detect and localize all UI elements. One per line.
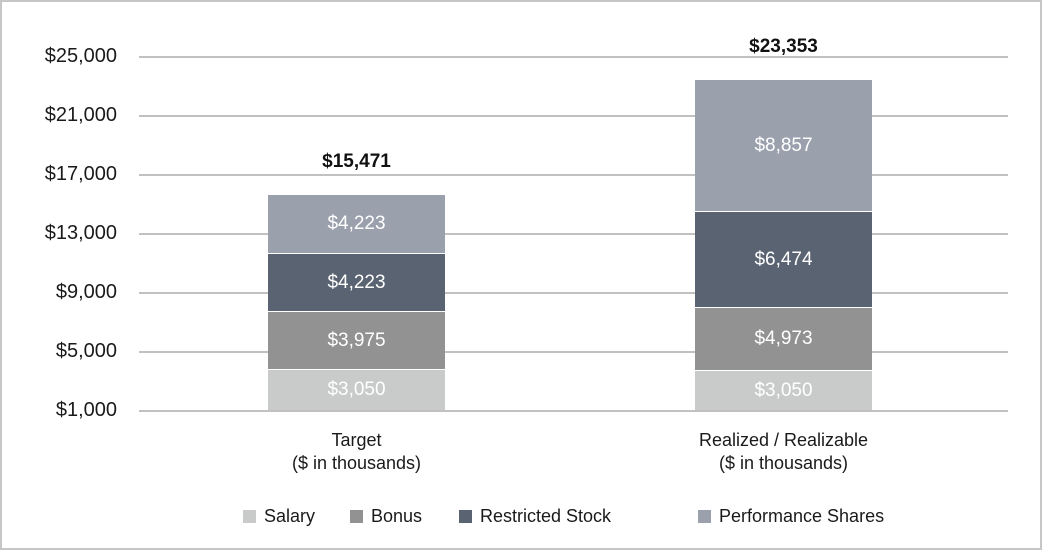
segment-value-label: $6,474 bbox=[754, 248, 813, 270]
bar-segment-performance-shares: $4,223 bbox=[268, 195, 445, 253]
y-gridline bbox=[139, 292, 1008, 294]
y-gridline bbox=[139, 233, 1008, 235]
legend-item-salary: Salary bbox=[243, 506, 315, 527]
y-gridline bbox=[139, 410, 1008, 412]
y-tick-label: $1,000 bbox=[55, 399, 117, 421]
segment-value-label: $8,857 bbox=[754, 134, 813, 156]
legend-label: Salary bbox=[264, 506, 316, 526]
legend-swatch bbox=[698, 510, 711, 523]
y-gridline bbox=[139, 56, 1008, 58]
category-axis-label: Realized / Realizable ($ in thousands) bbox=[635, 429, 932, 475]
category-name: Realized / Realizable bbox=[698, 430, 869, 450]
segment-value-label: $3,975 bbox=[327, 329, 386, 351]
legend-swatch bbox=[459, 510, 472, 523]
bar-segment-bonus: $3,975 bbox=[268, 311, 445, 369]
category-name: Target bbox=[331, 430, 382, 450]
bar-segment-restricted-stock: $4,223 bbox=[268, 253, 445, 311]
bar-segment-performance-shares: $8,857 bbox=[695, 80, 872, 211]
bar-segment-bonus: $4,973 bbox=[695, 307, 872, 370]
category-units: ($ in thousands) bbox=[291, 453, 422, 473]
y-tick-label: $25,000 bbox=[44, 45, 117, 67]
legend-label: Bonus bbox=[371, 506, 423, 526]
bar-segment-salary: $3,050 bbox=[695, 370, 872, 410]
bar-segment-restricted-stock: $6,474 bbox=[695, 211, 872, 307]
legend-label: Performance Shares bbox=[719, 506, 885, 526]
y-tick-label: $5,000 bbox=[55, 340, 117, 362]
segment-value-label: $4,973 bbox=[754, 328, 813, 349]
bar-total-label: $23,353 bbox=[749, 36, 818, 57]
segment-value-label: $4,223 bbox=[327, 271, 386, 293]
stacked-bar: $8,857 $6,474 $4,973 $3,050 bbox=[695, 80, 872, 410]
legend-item-performance-shares: Performance Shares bbox=[698, 506, 884, 527]
legend-item-restricted-stock: Restricted Stock bbox=[459, 506, 611, 527]
bar-segment-salary: $3,050 bbox=[268, 369, 445, 410]
legend-label: Restricted Stock bbox=[480, 506, 612, 526]
segment-value-label: $4,223 bbox=[327, 213, 386, 234]
y-gridline bbox=[139, 115, 1008, 117]
y-gridline bbox=[139, 351, 1008, 353]
segment-value-label: $3,050 bbox=[327, 379, 386, 400]
legend-swatch bbox=[350, 510, 363, 523]
segment-value-label: $3,050 bbox=[754, 379, 813, 401]
y-tick-label: $21,000 bbox=[44, 104, 117, 126]
y-tick-label: $17,000 bbox=[44, 163, 117, 185]
y-tick-label: $9,000 bbox=[55, 281, 117, 303]
bar-total-label: $15,471 bbox=[322, 151, 391, 172]
stacked-bar: $4,223 $4,223 $3,975 $3,050 bbox=[268, 195, 445, 410]
legend-item-bonus: Bonus bbox=[350, 506, 422, 527]
y-tick-label: $13,000 bbox=[44, 222, 117, 244]
y-gridline bbox=[139, 174, 1008, 176]
category-axis-label: Target ($ in thousands) bbox=[208, 429, 505, 475]
category-units: ($ in thousands) bbox=[718, 453, 849, 473]
legend-swatch bbox=[243, 510, 256, 523]
